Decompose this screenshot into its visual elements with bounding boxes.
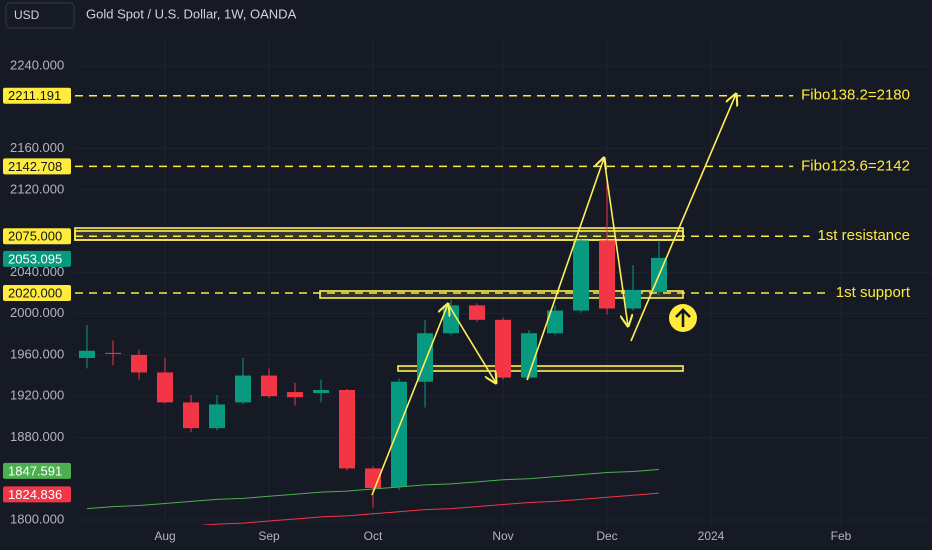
candle-body [209, 404, 225, 429]
x-tick-label: Feb [831, 529, 852, 543]
y-tick-label: 2240.000 [10, 57, 64, 72]
candle-body [131, 354, 147, 373]
y-tick-label: 2000.000 [10, 305, 64, 320]
resistance-zone [74, 227, 684, 241]
y-tick-label: 1960.000 [10, 346, 64, 361]
y-tick-label: 1880.000 [10, 429, 64, 444]
price-badge [3, 462, 71, 479]
candle-body [417, 333, 433, 382]
labels: 1800.000 1880.000 1920.000 1960.000 2000.000… [3, 57, 911, 543]
price-badge-label: 2020.000 [8, 285, 62, 300]
x-tick-label: Dec [596, 529, 617, 543]
arrow [630, 94, 736, 342]
price-badge-label: 2211.191 [8, 88, 61, 103]
moving-average [86, 468, 660, 510]
up-icon-arrow [675, 308, 691, 327]
x-tick-label: Nov [492, 529, 513, 543]
y-tick-label: 2120.000 [10, 181, 64, 196]
price-badge-label: 2075.000 [8, 229, 62, 244]
candle-body [625, 289, 641, 309]
arrows [371, 94, 736, 496]
candle-body [287, 392, 303, 398]
candle-body [235, 375, 251, 403]
candle-body [105, 352, 121, 354]
support-zone [319, 290, 684, 299]
candle-body [157, 372, 173, 403]
price-badge [3, 285, 71, 301]
currency: USD [14, 8, 40, 22]
price-badge [3, 87, 71, 104]
candle-body [469, 305, 485, 320]
price-badge-label: 2053.095 [8, 251, 62, 266]
candle-body [79, 350, 95, 359]
candle-body [521, 333, 537, 378]
candle-body [183, 402, 199, 429]
candles [79, 178, 667, 525]
candle-body [339, 389, 355, 469]
y-tick-label: 2040.000 [10, 264, 64, 279]
price-badge [3, 250, 71, 267]
level-label: Fibo123.6=2142 [801, 157, 910, 174]
x-tick-label: Sep [258, 529, 280, 543]
candle-body [599, 240, 615, 309]
currency-box[interactable] [5, 2, 75, 29]
candle-body [391, 381, 407, 487]
candle-body [573, 240, 589, 311]
candle-body [547, 310, 563, 334]
candle-body [313, 389, 329, 394]
level-label: 1st resistance [817, 227, 910, 244]
lower-zone [397, 365, 684, 372]
candle-body [261, 375, 277, 397]
y-tick-label: 2160.000 [10, 140, 64, 155]
price-badge-label: 1824.836 [8, 487, 62, 502]
moving-average [199, 492, 660, 525]
arrow [603, 157, 628, 326]
price-badge-label: 2142.708 [8, 159, 62, 174]
price-badge [3, 486, 71, 503]
candle-body [495, 319, 511, 378]
x-tick-label: 2024 [698, 529, 725, 543]
arrow [526, 158, 604, 381]
chart-title: Gold Spot / U.S. Dollar, 1W, OANDA [86, 6, 297, 21]
price-badge [3, 158, 71, 175]
y-tick-label: 1920.000 [10, 388, 64, 403]
x-tick-label: Aug [154, 529, 175, 543]
y-tick-label: 1800.000 [10, 511, 64, 526]
level-label: 1st support [836, 284, 911, 301]
price-badge [3, 228, 71, 245]
x-tick-label: Oct [364, 529, 383, 543]
arrow [371, 304, 448, 496]
level-label: Fibo138.2=2180 [801, 87, 910, 104]
price-badge-label: 1847.591 [8, 463, 62, 478]
drawings [74, 94, 828, 372]
arrow [447, 303, 496, 383]
